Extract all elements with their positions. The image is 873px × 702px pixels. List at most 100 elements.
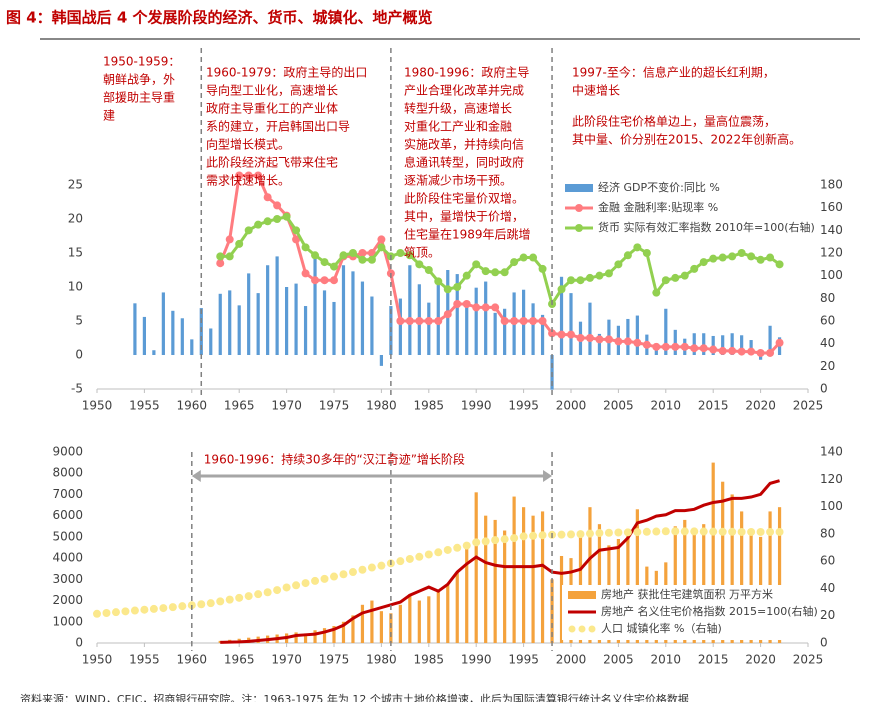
dot: [320, 574, 329, 583]
marker: [614, 260, 623, 269]
marker: [301, 243, 310, 252]
bar: [133, 303, 137, 355]
x-tick-label: 1990: [461, 653, 492, 667]
marker: [585, 334, 594, 342]
marker: [510, 258, 519, 267]
marker: [311, 251, 320, 260]
dot: [680, 527, 689, 536]
bar: [664, 308, 668, 355]
bar: [550, 579, 554, 643]
x-tick-label: 1975: [319, 653, 350, 667]
bar: [275, 256, 279, 355]
y-tick-label: 4000: [52, 551, 83, 565]
marker: [538, 317, 547, 325]
y2-tick-label: 40: [820, 581, 835, 595]
bar: [313, 630, 317, 643]
marker: [273, 215, 282, 223]
bar: [218, 293, 222, 355]
x-tick-label: 1975: [319, 399, 350, 413]
marker: [225, 235, 234, 244]
annotation: 政府主导重化工的产业体: [206, 101, 338, 116]
legend-marker: [575, 224, 583, 232]
bar: [313, 253, 317, 355]
bar: [540, 511, 545, 643]
y-tick-label: 5: [75, 314, 83, 328]
dot: [500, 535, 509, 544]
marker: [567, 276, 575, 285]
y2-tick-label: 120: [820, 246, 843, 260]
bar: [427, 596, 431, 643]
annotation: 建: [103, 109, 115, 123]
y2-tick-label: 100: [820, 268, 843, 282]
marker: [301, 269, 310, 278]
marker: [339, 251, 348, 260]
bar: [768, 511, 772, 643]
bar: [540, 314, 545, 355]
bar: [503, 308, 507, 355]
marker: [529, 253, 538, 262]
bar: [759, 355, 763, 360]
marker: [538, 264, 547, 273]
annotation: 逐渐减少市场干预。: [404, 173, 512, 188]
y-tick-label: 20: [68, 212, 83, 226]
bar: [635, 509, 639, 643]
bar: [285, 287, 289, 355]
dot: [585, 529, 594, 538]
marker: [500, 268, 509, 277]
bar: [228, 290, 232, 355]
dot: [661, 527, 670, 536]
y-tick-label: 3000: [52, 572, 83, 586]
x-tick-label: 1995: [508, 399, 539, 413]
marker: [709, 254, 718, 263]
dot: [216, 597, 225, 606]
marker: [747, 347, 756, 356]
dot: [206, 599, 215, 608]
marker: [775, 260, 784, 269]
bar: [654, 349, 658, 355]
annotation: 1997-至今：信息产业的超长红利期，: [572, 65, 775, 80]
dot: [244, 592, 253, 601]
x-tick-label: 1965: [224, 399, 255, 413]
annotation: 朝鲜战争，外: [103, 73, 175, 87]
marker: [292, 235, 301, 244]
bar: [493, 519, 497, 643]
line: [220, 479, 780, 644]
bar: [209, 328, 213, 355]
dot: [130, 606, 139, 615]
y2-tick-label: 160: [820, 200, 843, 214]
bar: [303, 633, 308, 643]
bar: [559, 276, 564, 355]
annotation: 1980-1996：政府主导: [404, 65, 529, 80]
bar: [436, 278, 440, 355]
dot: [415, 552, 424, 561]
legend-swatch: [588, 625, 596, 633]
annotation: 1960-1979：政府主导的出口: [206, 65, 367, 80]
marker: [358, 249, 367, 257]
dot: [775, 527, 784, 536]
bar: [768, 325, 772, 355]
span-label: 1960-1996：持续30多年的“汉江奇迹”增长阶段: [204, 452, 465, 467]
marker: [585, 273, 594, 282]
bar: [398, 298, 402, 355]
marker: [405, 251, 414, 260]
bar: [351, 271, 355, 355]
x-tick-label: 1950: [82, 399, 113, 413]
dot: [604, 528, 613, 537]
marker: [254, 171, 263, 180]
bar: [436, 589, 440, 643]
y2-tick-label: 60: [820, 554, 835, 568]
x-tick-label: 2015: [698, 399, 729, 413]
dot: [168, 603, 177, 612]
marker: [671, 342, 680, 351]
y-tick-label: 7000: [52, 487, 83, 501]
y2-tick-label: 20: [820, 359, 835, 373]
dot: [311, 576, 320, 585]
bar: [294, 283, 298, 355]
bar: [322, 290, 327, 355]
bar: [730, 333, 734, 355]
dot: [254, 590, 263, 599]
bar: [171, 310, 175, 355]
annotation: 向型增长模式。: [206, 137, 290, 152]
annotation: 此阶段住宅价格单边上，量高位震荡，: [572, 114, 776, 129]
